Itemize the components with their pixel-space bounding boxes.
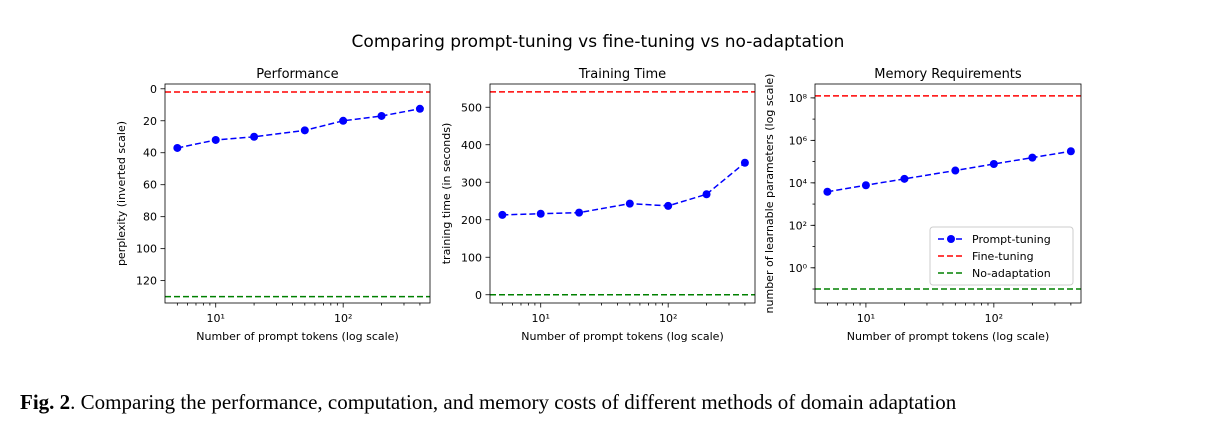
chart-panel-3: Memory Requirements 10¹ 10² 10⁰ 10² 10⁴ 10⁶ 10⁸…: [763, 67, 1082, 343]
x-axis-label: Number of prompt tokens (log scale): [521, 330, 723, 343]
legend-label: No-adaptation: [972, 267, 1051, 280]
chart-panel-2: Training Time 10¹ 10² 0 100 200 300 400 500 Numbe…: [440, 67, 756, 343]
x-tick-label: 10²: [334, 312, 352, 325]
y-tick-label: 10⁶: [789, 134, 808, 147]
y-tick-label: 500: [461, 101, 482, 114]
legend-label: Prompt-tuning: [972, 233, 1051, 246]
prompt-tuning-point: [211, 135, 220, 144]
prompt-tuning-point: [377, 111, 386, 120]
prompt-tuning-point: [575, 208, 584, 217]
legend-marker: [947, 235, 955, 243]
plot-frame: [489, 83, 756, 304]
caption-text: . Comparing the performance, computation…: [70, 390, 957, 414]
y-tick-label: 10⁴: [789, 177, 808, 190]
x-tick-label: 10²: [659, 312, 677, 325]
prompt-tuning-point: [498, 210, 507, 219]
x-axis-label: Number of prompt tokens (log scale): [847, 330, 1049, 343]
x-tick-label: 10²: [985, 312, 1003, 325]
legend-label: Fine-tuning: [972, 250, 1034, 263]
x-tick-label: 10¹: [207, 312, 225, 325]
y-tick-label: 200: [461, 214, 482, 227]
y-tick-label: 10⁸: [789, 92, 808, 105]
prompt-tuning-point: [702, 190, 711, 199]
prompt-tuning-point: [300, 126, 309, 135]
prompt-tuning-point: [900, 174, 909, 183]
figure-caption: Fig. 2. Comparing the performance, compu…: [20, 390, 1200, 415]
x-tick-label: 10¹: [857, 312, 875, 325]
y-tick-label: 0: [150, 83, 157, 96]
y-tick-label: 20: [143, 115, 157, 128]
y-axis-label: training time (in seconds): [440, 123, 453, 265]
y-tick-label: 10⁰: [789, 262, 808, 275]
panels-group: Performance 10¹ 10² 0 20 40 60 80 100 120 Number o…: [115, 67, 1082, 343]
x-axis-label: Number of prompt tokens (log scale): [196, 330, 398, 343]
y-tick-label: 100: [136, 243, 157, 256]
y-tick-label: 80: [143, 211, 157, 224]
prompt-tuning-point: [823, 187, 832, 196]
prompt-tuning-point: [536, 209, 545, 218]
plot-frame: [164, 83, 431, 304]
prompt-tuning-point: [664, 201, 673, 210]
y-tick-label: 10²: [789, 219, 807, 232]
prompt-tuning-line: [502, 162, 746, 216]
prompt-tuning-point: [951, 166, 960, 175]
plot-frame: [814, 83, 1082, 304]
x-tick-label: 10¹: [532, 312, 550, 325]
prompt-tuning-point: [415, 104, 424, 113]
prompt-tuning-point: [1066, 147, 1075, 156]
chart-panel-1: Performance 10¹ 10² 0 20 40 60 80 100 120 Number o…: [115, 67, 431, 343]
panel-title: Performance: [256, 67, 338, 82]
y-tick-label: 0: [475, 289, 482, 302]
prompt-tuning-point: [339, 116, 348, 125]
prompt-tuning-point: [989, 160, 998, 169]
y-tick-label: 120: [136, 275, 157, 288]
legend-box: [929, 226, 1074, 286]
prompt-tuning-point: [861, 181, 870, 190]
prompt-tuning-point: [1028, 153, 1037, 162]
figure-suptitle: Comparing prompt-tuning vs fine-tuning v…: [352, 32, 845, 52]
y-tick-label: 40: [143, 147, 157, 160]
y-tick-label: 100: [461, 251, 482, 264]
y-tick-label: 60: [143, 179, 157, 192]
panel-title: Memory Requirements: [874, 67, 1022, 82]
caption-label: Fig. 2: [20, 390, 71, 414]
legend: Prompt-tuning Fine-tuning No-adaptation: [929, 226, 1074, 286]
prompt-tuning-point: [250, 132, 259, 141]
prompt-tuning-point: [625, 199, 634, 208]
y-axis-label: perplexity (inverted scale): [115, 121, 128, 266]
prompt-tuning-point: [173, 143, 182, 152]
y-axis-label: number of learnable parameters (log scal…: [763, 74, 776, 314]
y-tick-label: 400: [461, 139, 482, 152]
y-tick-label: 300: [461, 176, 482, 189]
panel-title: Training Time: [578, 67, 666, 82]
prompt-tuning-point: [740, 158, 749, 167]
